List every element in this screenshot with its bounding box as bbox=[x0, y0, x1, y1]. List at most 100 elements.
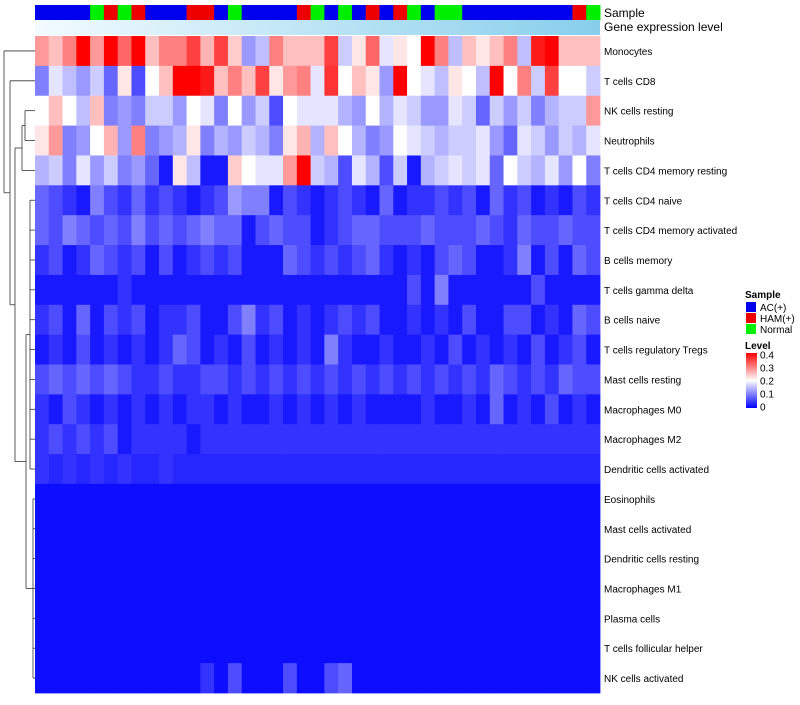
heatmap-cell bbox=[283, 334, 298, 365]
heatmap-cell bbox=[269, 454, 284, 485]
heatmap-cell bbox=[531, 245, 546, 276]
heatmap-cell bbox=[200, 65, 215, 97]
heatmap-cell bbox=[186, 95, 201, 126]
heatmap-cell bbox=[62, 185, 77, 216]
heatmap-cell bbox=[462, 334, 477, 365]
sample-annotation-cell bbox=[407, 5, 422, 20]
heatmap-cell bbox=[90, 424, 105, 455]
heatmap-cell bbox=[159, 185, 174, 216]
heatmap-cell bbox=[572, 483, 587, 515]
heatmap-cell bbox=[131, 185, 146, 216]
heatmap-cell bbox=[475, 394, 491, 425]
sample-annotation-cell bbox=[462, 5, 477, 20]
heatmap-cell bbox=[241, 155, 256, 186]
heatmap-cell bbox=[310, 513, 325, 545]
heatmap-cell bbox=[214, 36, 229, 67]
heatmap-cell bbox=[407, 304, 422, 336]
heatmap-cell bbox=[172, 633, 187, 664]
heatmap-cell bbox=[283, 65, 298, 97]
heatmap-cell bbox=[365, 125, 380, 156]
heatmap-cells bbox=[35, 36, 601, 694]
heatmap-cell bbox=[420, 543, 436, 574]
heatmap-cell bbox=[310, 394, 325, 425]
heatmap-cell bbox=[393, 95, 408, 126]
heatmap-cell bbox=[379, 364, 394, 395]
heatmap-cell bbox=[76, 65, 91, 97]
heatmap-cell bbox=[572, 36, 587, 67]
sample-annotation-cell bbox=[269, 5, 284, 20]
heatmap-cell bbox=[269, 483, 284, 515]
heatmap-cell bbox=[503, 245, 518, 276]
heatmap-cell bbox=[365, 543, 380, 574]
heatmap-cell bbox=[186, 125, 201, 156]
heatmap-cell bbox=[186, 573, 201, 604]
sample-annotation-cell bbox=[365, 5, 381, 20]
row-label: Plasma cells bbox=[604, 614, 660, 625]
heatmap-cell bbox=[475, 36, 491, 67]
heatmap-cell bbox=[90, 364, 105, 395]
heatmap-cell bbox=[586, 185, 601, 216]
heatmap-cell bbox=[420, 633, 436, 664]
heatmap-cell bbox=[159, 215, 174, 246]
heatmap-cell bbox=[103, 483, 119, 515]
heatmap-cell bbox=[338, 633, 353, 664]
sample-annotation-cell bbox=[103, 5, 119, 20]
heatmap-cell bbox=[503, 65, 518, 97]
heatmap-cell bbox=[407, 36, 422, 67]
heatmap-cell bbox=[365, 663, 380, 694]
heatmap-cell bbox=[200, 334, 215, 365]
heatmap-cell bbox=[434, 274, 449, 306]
heatmap-cell bbox=[572, 394, 587, 425]
heatmap-cell bbox=[269, 274, 284, 306]
heatmap-cell bbox=[586, 394, 601, 425]
heatmap-cell bbox=[558, 424, 573, 455]
heatmap-cell bbox=[76, 633, 91, 664]
heatmap-cell bbox=[214, 65, 229, 97]
heatmap-cell bbox=[186, 394, 201, 425]
heatmap-cell bbox=[283, 603, 298, 634]
heatmap-cell bbox=[462, 364, 477, 395]
heatmap-cell bbox=[586, 36, 601, 67]
sample-annotation-cell bbox=[186, 5, 201, 20]
level-tick-label: 0.3 bbox=[760, 364, 774, 375]
heatmap-cell bbox=[572, 95, 587, 126]
heatmap-cell bbox=[338, 245, 353, 276]
heatmap-cell bbox=[35, 185, 50, 216]
heatmap-cell bbox=[48, 274, 63, 306]
heatmap-cell bbox=[227, 274, 243, 306]
heatmap-cell bbox=[172, 483, 187, 515]
heatmap-cell bbox=[544, 454, 560, 485]
annotation-labels: Sample Gene expression level bbox=[604, 6, 723, 34]
heatmap-cell bbox=[90, 155, 105, 186]
heatmap-cell bbox=[544, 394, 560, 425]
heatmap-cell bbox=[558, 543, 573, 574]
row-label: B cells memory bbox=[604, 256, 672, 267]
heatmap-cell bbox=[269, 245, 284, 276]
sample-annotation-cell bbox=[296, 5, 312, 20]
heatmap-cell bbox=[269, 424, 284, 455]
heatmap-cell bbox=[283, 633, 298, 664]
heatmap-cell bbox=[517, 304, 532, 336]
heatmap-cell bbox=[283, 394, 298, 425]
heatmap-cell bbox=[103, 125, 119, 156]
heatmap-cell bbox=[35, 334, 50, 365]
sample-annotation-cell bbox=[255, 5, 270, 20]
heatmap-cell bbox=[200, 454, 215, 485]
heatmap-cell bbox=[475, 274, 491, 306]
heatmap-cell bbox=[172, 155, 187, 186]
heatmap-cell bbox=[462, 95, 477, 126]
heatmap-cell bbox=[338, 36, 353, 67]
heatmap-cell bbox=[338, 424, 353, 455]
heatmap-cell bbox=[558, 125, 573, 156]
heatmap-cell bbox=[338, 483, 353, 515]
heatmap-cell bbox=[269, 364, 284, 395]
heatmap-cell bbox=[558, 274, 573, 306]
heatmap-cell bbox=[310, 573, 325, 604]
heatmap-cell bbox=[241, 603, 256, 634]
heatmap-cell bbox=[420, 394, 436, 425]
heatmap-cell bbox=[241, 394, 256, 425]
heatmap-cell bbox=[544, 215, 560, 246]
heatmap-cell bbox=[255, 663, 270, 694]
heatmap-cell bbox=[517, 245, 532, 276]
sample-annotation-cell bbox=[283, 5, 298, 20]
